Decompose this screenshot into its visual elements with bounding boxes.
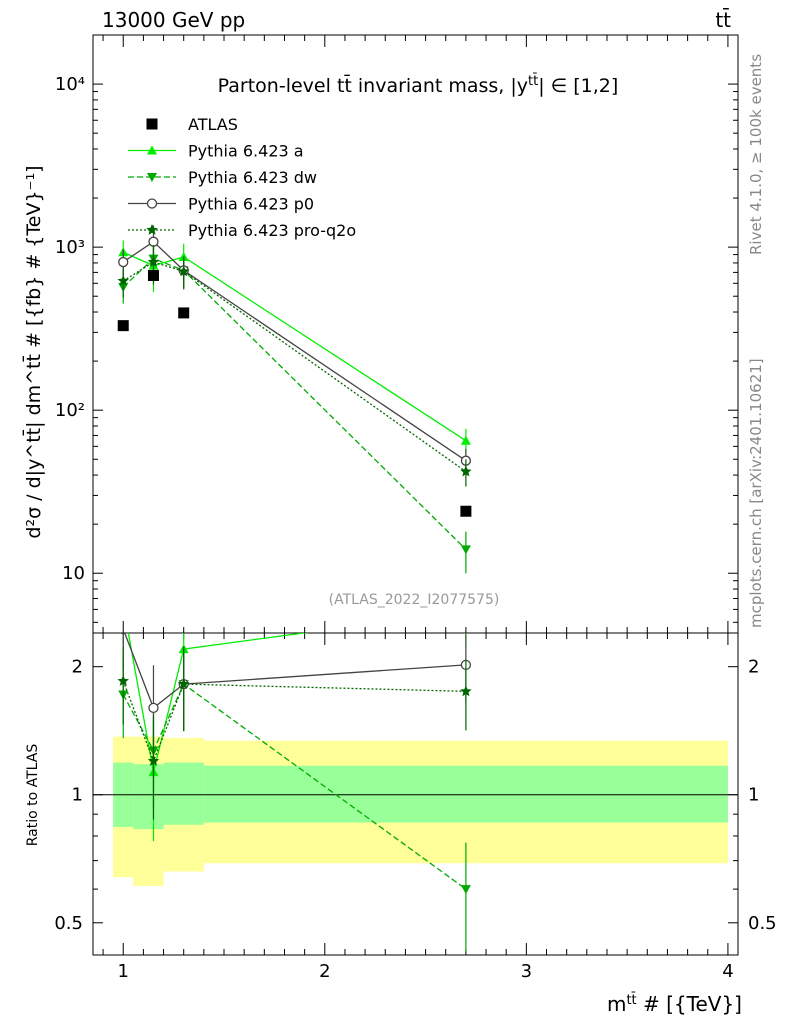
ratio-panel: 0.5 0.5 1 1 2 2 1 2 3 4 [54,600,777,982]
legend-label-pythia-6-423-p0: Pythia 6.423 p0 [188,195,314,214]
series-point-pythia-6-423-pro-q2o [178,265,190,277]
series-line-pythia-6-423-dw [122,257,467,550]
series-line-pythia-6-423-p0 [122,240,467,462]
series-point-pythia-6-423-pro-q2o [460,465,472,477]
ratio-frame [92,632,739,956]
series-point-pythia-6-423-a [460,435,471,445]
main-panel: 10 10² 10³ 10⁴ ATLAS Pythia 6.423 a Pythia 6.4… [55,34,739,634]
series-line-pythia-6-423-pro-q2o [122,261,467,473]
data-point-atlas [460,505,472,517]
ratio-point-pythia-6-423-pro-q2o [178,678,190,689]
ratio-tick-label-left: 2 [72,657,83,678]
y-tick-label: 10³ [55,237,85,258]
legend-label-pythia-6-423-a: Pythia 6.423 a [188,142,304,161]
series-point-pythia-6-423-pro-q2o [117,275,129,286]
ratio-point-pythia-6-423-pro-q2o [117,675,129,686]
uncertainty-band-inner [203,765,728,823]
x-tick-label: 2 [319,961,330,982]
ratio-line-pythia-6-423-a [127,633,309,773]
data-point-atlas [178,307,190,319]
ratio-point-pythia-6-423-p0 [119,633,127,635]
legend-marker-pythia-6-423-p0 [146,198,158,209]
analysis-watermark: (ATLAS_2022_I2077575) [329,592,500,608]
chart-title: Parton-level tt̄ invariant mass, |ytt̄| … [218,73,619,97]
y-axis-label: d²σ / d|y^tt̄| dm^tt̄ # [{fb} # {TeV}⁻¹] [21,165,45,538]
series-point-pythia-6-423-p0 [148,236,159,247]
series-point-pythia-6-423-pro-q2o [147,256,160,267]
ratio-point-pythia-6-423-pro-q2o [147,755,160,766]
ratio-tick-label-left: 1 [72,785,83,806]
x-tick-label: 1 [118,961,129,982]
ratio-line-pythia-6-423-pro-q2o [122,680,466,763]
data-point-atlas [147,269,159,281]
title-sup: tt̄ [528,73,538,88]
ratio-point-pythia-6-423-a [118,600,128,609]
ratio-line-pythia-6-423-p0 [124,633,466,709]
title-middle: invariant mass, |y [352,75,528,97]
legend-label-pythia-6-423-pro-q2o: Pythia 6.423 pro-q2o [188,221,356,240]
ratio-series-group [117,600,472,952]
y-tick-label: 10⁴ [55,74,85,95]
x-tick-label: 4 [722,961,733,982]
ratio-tick-label-right: 0.5 [748,913,777,934]
process-label: tt̄ [715,7,731,32]
data-point-atlas [117,320,129,332]
x-tick-label: 3 [521,961,532,982]
x-label-suffix: # [{TeV}] [637,992,742,1016]
uncertainty-band-inner [163,762,204,825]
series-point-pythia-6-423-p0 [118,256,129,268]
legend-marker-atlas [146,118,158,130]
mcplots-label: mcplots.cern.ch [arXiv:2401.10621] [747,358,765,628]
legend-label-pythia-6-423-dw: Pythia 6.423 dw [188,168,317,187]
energy-label: 13000 GeV pp [102,8,245,32]
ratio-tick-label-right: 2 [748,657,759,678]
title-prefix: Parton-level [218,75,337,97]
ratio-point-pythia-6-423-dw [460,885,471,895]
ratio-axis-label: Ratio to ATLAS [25,744,41,847]
series-point-pythia-6-423-dw [460,545,471,555]
legend-marker-pythia-6-423-dw [147,173,157,182]
title-suffix: | ∈ [1,2] [538,75,618,97]
series-line-pythia-6-423-a [122,251,467,442]
ratio-point-pythia-6-423-p0 [148,702,159,714]
uncertainty-band-inner [133,764,164,830]
x-label-base: m [607,992,626,1016]
ratio-point-pythia-6-423-pro-q2o [460,685,472,697]
legend-label-atlas: ATLAS [188,115,238,134]
legend-marker-pythia-6-423-pro-q2o [146,224,158,235]
rivet-label: Rivet 4.1.0, ≥ 100k events [747,54,765,255]
legend-marker-pythia-6-423-a [147,145,157,155]
ratio-tick-label-left: 0.5 [54,913,83,934]
title-tt: tt̄ [337,73,352,97]
ratio-tick-label-right: 1 [748,785,759,806]
y-tick-label: 10 [62,563,85,584]
x-label-sup: tt̄ [626,992,636,1007]
x-axis-label: mtt̄ # [{TeV}] [607,992,742,1016]
main-series-group [117,225,472,574]
y-tick-label: 10² [55,400,85,421]
